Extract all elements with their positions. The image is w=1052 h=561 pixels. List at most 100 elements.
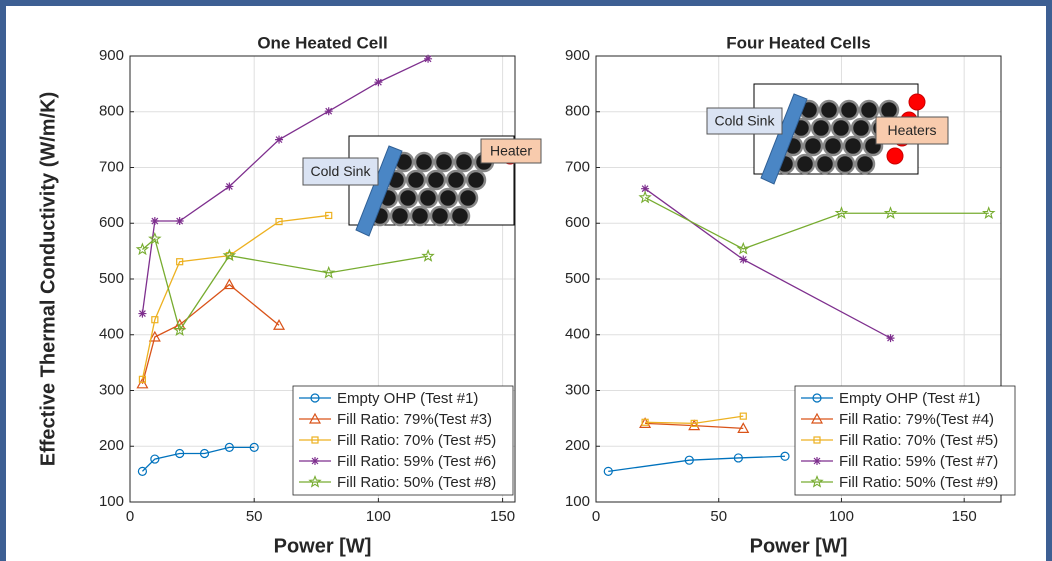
data-point bbox=[138, 309, 147, 318]
data-point bbox=[176, 258, 184, 266]
annotation: Heater bbox=[490, 143, 532, 159]
data-point bbox=[273, 319, 286, 330]
cell bbox=[389, 205, 411, 227]
heater-label-box bbox=[480, 138, 542, 164]
data-point bbox=[739, 255, 748, 264]
legend-marker bbox=[812, 393, 822, 403]
data-point bbox=[172, 323, 187, 336]
data-point bbox=[224, 442, 234, 452]
series-line bbox=[608, 455, 786, 472]
cell bbox=[834, 153, 856, 175]
cell bbox=[854, 153, 876, 175]
x-tick-label: 50 bbox=[710, 508, 727, 525]
legend-label: Fill Ratio: 79%(Test #3) bbox=[337, 411, 492, 428]
axes-box bbox=[595, 55, 1002, 503]
cell bbox=[409, 205, 431, 227]
y-tick-label: 700 bbox=[565, 158, 590, 175]
x-axis-label: Power [W] bbox=[274, 535, 372, 557]
x-tick-label: 50 bbox=[246, 508, 263, 525]
data-point bbox=[138, 375, 147, 383]
data-point bbox=[135, 242, 150, 256]
series-line bbox=[645, 415, 744, 425]
data-point bbox=[249, 442, 259, 452]
cell bbox=[413, 151, 435, 173]
cell bbox=[878, 99, 900, 121]
cell bbox=[850, 117, 872, 139]
y-tick-label: 900 bbox=[565, 47, 590, 64]
axes-box bbox=[129, 55, 516, 503]
series-line bbox=[644, 197, 989, 250]
data-point bbox=[737, 422, 750, 434]
cell bbox=[457, 187, 479, 209]
y-axis-label: Effective Thermal Conductivity (W/m/K) bbox=[37, 92, 59, 467]
y-tick-label: 700 bbox=[99, 158, 124, 175]
data-point bbox=[603, 466, 613, 476]
cell bbox=[397, 187, 419, 209]
data-point bbox=[148, 231, 162, 245]
cell bbox=[842, 135, 864, 157]
y-tick-label: 600 bbox=[565, 214, 590, 231]
y-tick-label: 400 bbox=[565, 326, 590, 343]
y-tick-label: 400 bbox=[99, 326, 124, 343]
data-point bbox=[225, 182, 234, 191]
data-point bbox=[733, 453, 743, 463]
data-point bbox=[136, 377, 149, 389]
data-point bbox=[150, 217, 159, 226]
x-tick-label: 150 bbox=[952, 508, 977, 525]
cold-sink-label-box bbox=[302, 157, 379, 186]
cell bbox=[814, 153, 836, 175]
cell bbox=[794, 153, 816, 175]
data-point bbox=[322, 265, 336, 279]
legend-marker bbox=[311, 457, 319, 465]
cell bbox=[858, 99, 880, 121]
cell bbox=[429, 205, 451, 227]
x-tick-label: 100 bbox=[829, 508, 854, 525]
chart-title: Four Heated Cells bbox=[726, 33, 871, 52]
legend-marker bbox=[813, 457, 821, 465]
data-point bbox=[886, 334, 895, 343]
cell bbox=[822, 135, 844, 157]
x-tick-label: 0 bbox=[126, 508, 134, 525]
data-point bbox=[641, 184, 650, 193]
cold-sink-block bbox=[355, 145, 403, 237]
y-tick-label: 500 bbox=[99, 270, 124, 287]
legend-label: Fill Ratio: 70% (Test #5) bbox=[337, 432, 496, 449]
legend-label: Fill Ratio: 79%(Test #4) bbox=[839, 411, 994, 428]
legend-label: Fill Ratio: 70% (Test #5) bbox=[839, 432, 998, 449]
data-point bbox=[150, 454, 160, 464]
cell bbox=[405, 169, 427, 191]
data-point bbox=[981, 206, 996, 219]
y-tick-label: 900 bbox=[99, 47, 124, 64]
data-point bbox=[223, 278, 236, 290]
series-line bbox=[645, 422, 744, 430]
data-point bbox=[275, 135, 284, 144]
data-point bbox=[151, 316, 159, 324]
annotation: Cold Sink bbox=[311, 163, 372, 179]
legend-marker bbox=[810, 474, 824, 488]
data-point bbox=[736, 241, 750, 255]
y-tick-label: 200 bbox=[565, 437, 590, 454]
data-point bbox=[275, 217, 283, 226]
legend-marker bbox=[310, 393, 320, 403]
data-point bbox=[137, 466, 148, 476]
y-tick-label: 100 bbox=[99, 493, 124, 510]
cell bbox=[465, 169, 487, 191]
cell bbox=[453, 151, 475, 173]
y-tick-label: 800 bbox=[99, 103, 124, 120]
data-point bbox=[325, 211, 333, 220]
y-tick-label: 300 bbox=[99, 381, 124, 398]
heater bbox=[908, 93, 926, 111]
cold-sink-block bbox=[760, 93, 808, 185]
x-tick-label: 100 bbox=[366, 508, 391, 525]
data-point bbox=[641, 418, 649, 426]
data-point bbox=[834, 206, 849, 220]
cell bbox=[818, 99, 840, 121]
cell bbox=[425, 169, 447, 191]
data-point bbox=[175, 217, 184, 226]
legend-label: Fill Ratio: 59% (Test #6) bbox=[337, 453, 496, 470]
data-point bbox=[684, 455, 694, 465]
data-point bbox=[175, 448, 185, 459]
cell bbox=[810, 117, 832, 139]
data-point bbox=[148, 330, 161, 342]
